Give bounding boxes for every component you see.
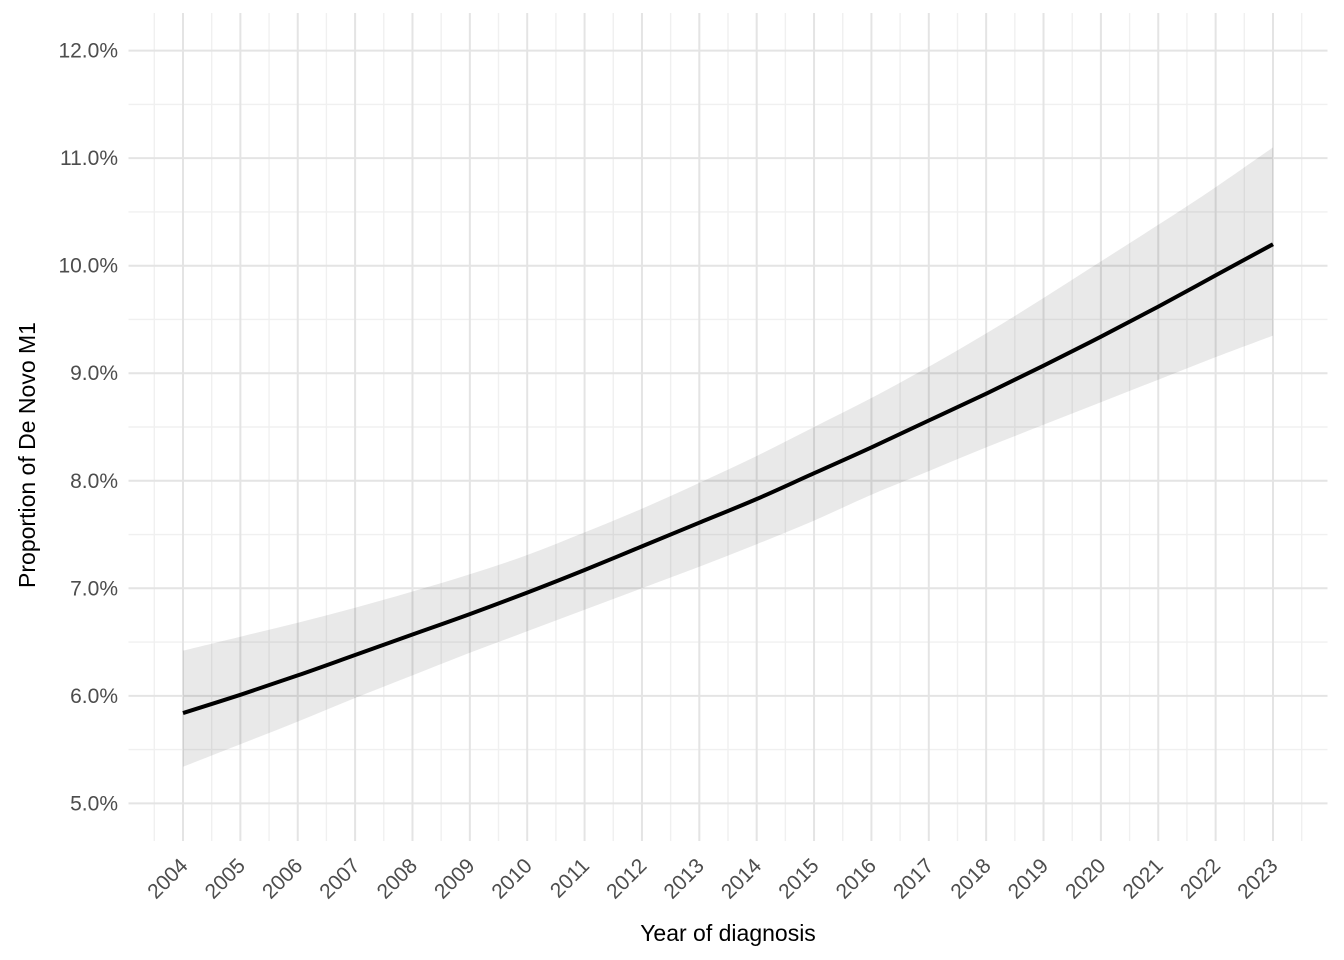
x-tick-label: 2019 xyxy=(1004,854,1053,903)
y-tick-label: 8.0% xyxy=(70,470,118,493)
x-tick-label: 2004 xyxy=(143,854,193,904)
smoothed-line xyxy=(182,242,1274,715)
x-tick-label: 2011 xyxy=(546,854,594,902)
x-tick-label: 2023 xyxy=(1233,854,1282,903)
gridlines-minor xyxy=(128,13,1328,841)
gridlines-major xyxy=(128,13,1328,841)
confidence-ribbon xyxy=(183,147,1273,767)
x-tick-label: 2012 xyxy=(602,854,651,903)
x-tick-label: 2020 xyxy=(1061,854,1110,903)
x-tick-label: 2007 xyxy=(315,854,364,903)
y-tick-label: 7.0% xyxy=(70,577,118,600)
ci-ribbon-area xyxy=(183,147,1273,767)
x-tick-label: 2018 xyxy=(946,854,995,903)
x-tick-label: 2017 xyxy=(889,854,938,903)
y-axis-title: Proportion of De Novo M1 xyxy=(14,322,40,588)
y-tick-label: 6.0% xyxy=(70,685,118,708)
x-tick-label: 2009 xyxy=(430,854,479,903)
x-tick-label: 2005 xyxy=(201,854,250,903)
x-tick-label: 2022 xyxy=(1176,854,1225,903)
y-tick-label: 9.0% xyxy=(70,362,118,385)
x-tick-label: 2015 xyxy=(774,854,823,903)
y-tick-label: 12.0% xyxy=(58,40,118,63)
x-tick-label: 2021 xyxy=(1119,854,1168,903)
x-tick-label: 2014 xyxy=(717,854,767,904)
x-tick-label: 2010 xyxy=(487,854,536,903)
y-tick-label: 11.0% xyxy=(60,147,118,170)
y-axis-tick-labels: 5.0% 6.0% 7.0% 8.0% 9.0% 10.0% 11.0% 12.0% xyxy=(58,40,118,816)
trend-line xyxy=(182,242,1274,715)
x-tick-label: 2013 xyxy=(660,854,709,903)
x-tick-label: 2016 xyxy=(832,854,881,903)
x-axis-tick-labels: 2004 2005 2006 2007 2008 2009 2010 2011 2012 2013… xyxy=(143,854,1282,904)
x-tick-label: 2006 xyxy=(258,854,307,903)
x-axis-title: Year of diagnosis xyxy=(640,920,816,946)
y-tick-label: 5.0% xyxy=(70,792,118,815)
y-tick-label: 10.0% xyxy=(58,255,118,278)
x-tick-label: 2008 xyxy=(373,854,422,903)
